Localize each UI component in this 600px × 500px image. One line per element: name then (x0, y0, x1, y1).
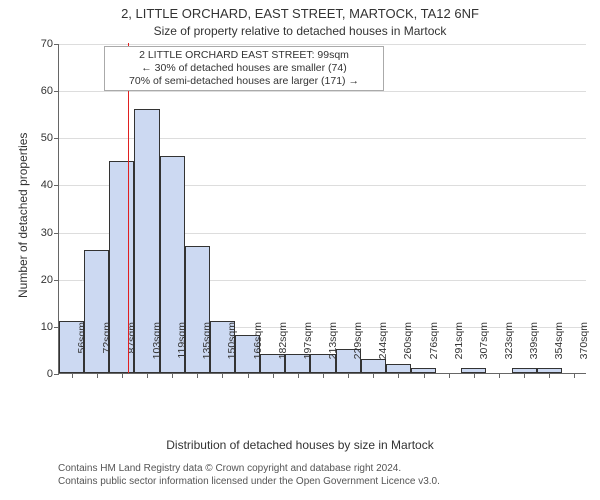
x-tick-mark (574, 373, 575, 378)
chart-subtitle: Size of property relative to detached ho… (0, 24, 600, 38)
callout-box: 2 LITTLE ORCHARD EAST STREET: 99sqm← 30%… (104, 46, 384, 91)
x-tick-mark (248, 373, 249, 378)
x-tick-label: 370sqm (578, 322, 590, 382)
footer-line-1: Contains HM Land Registry data © Crown c… (58, 462, 440, 475)
x-tick-mark (373, 373, 374, 378)
x-tick-mark (549, 373, 550, 378)
callout-line: ← 30% of detached houses are smaller (74… (109, 62, 379, 75)
y-tick-label: 30 (41, 227, 59, 239)
x-tick-mark (524, 373, 525, 378)
x-tick-label: 229sqm (352, 322, 364, 382)
x-tick-mark (72, 373, 73, 378)
y-tick-label: 50 (41, 132, 59, 144)
x-tick-label: 291sqm (453, 322, 465, 382)
chart-title: 2, LITTLE ORCHARD, EAST STREET, MARTOCK,… (0, 6, 600, 21)
x-tick-label: 323sqm (503, 322, 515, 382)
y-tick-label: 70 (41, 38, 59, 50)
x-tick-mark (298, 373, 299, 378)
x-tick-mark (499, 373, 500, 378)
x-tick-mark (449, 373, 450, 378)
y-axis-label: Number of detached properties (16, 133, 30, 298)
x-axis-label: Distribution of detached houses by size … (0, 438, 600, 452)
x-tick-label: 276sqm (428, 322, 440, 382)
footer-line-2: Contains public sector information licen… (58, 475, 440, 488)
plot-area: 01020304050607056sqm72sqm87sqm103sqm119s… (58, 44, 586, 374)
x-tick-mark (222, 373, 223, 378)
y-tick-label: 20 (41, 274, 59, 286)
x-tick-mark (474, 373, 475, 378)
footer-attribution: Contains HM Land Registry data © Crown c… (58, 462, 440, 488)
x-tick-mark (273, 373, 274, 378)
y-tick-label: 60 (41, 85, 59, 97)
y-tick-label: 40 (41, 179, 59, 191)
x-tick-label: 260sqm (402, 322, 414, 382)
marker-line (128, 43, 129, 373)
x-tick-label: 197sqm (302, 322, 314, 382)
x-tick-mark (97, 373, 98, 378)
x-tick-label: 354sqm (553, 322, 565, 382)
x-tick-mark (197, 373, 198, 378)
x-tick-mark (348, 373, 349, 378)
x-tick-mark (323, 373, 324, 378)
x-tick-label: 339sqm (528, 322, 540, 382)
x-tick-label: 244sqm (377, 322, 389, 382)
x-tick-label: 307sqm (478, 322, 490, 382)
y-tick-label: 10 (41, 321, 59, 333)
x-tick-mark (398, 373, 399, 378)
x-tick-label: 182sqm (277, 322, 289, 382)
x-tick-label: 166sqm (252, 322, 264, 382)
callout-line: 70% of semi-detached houses are larger (… (109, 75, 379, 88)
x-tick-mark (147, 373, 148, 378)
gridline (59, 44, 586, 45)
callout-line: 2 LITTLE ORCHARD EAST STREET: 99sqm (109, 49, 379, 62)
y-tick-label: 0 (47, 368, 59, 380)
x-tick-mark (122, 373, 123, 378)
x-tick-mark (172, 373, 173, 378)
x-tick-mark (424, 373, 425, 378)
